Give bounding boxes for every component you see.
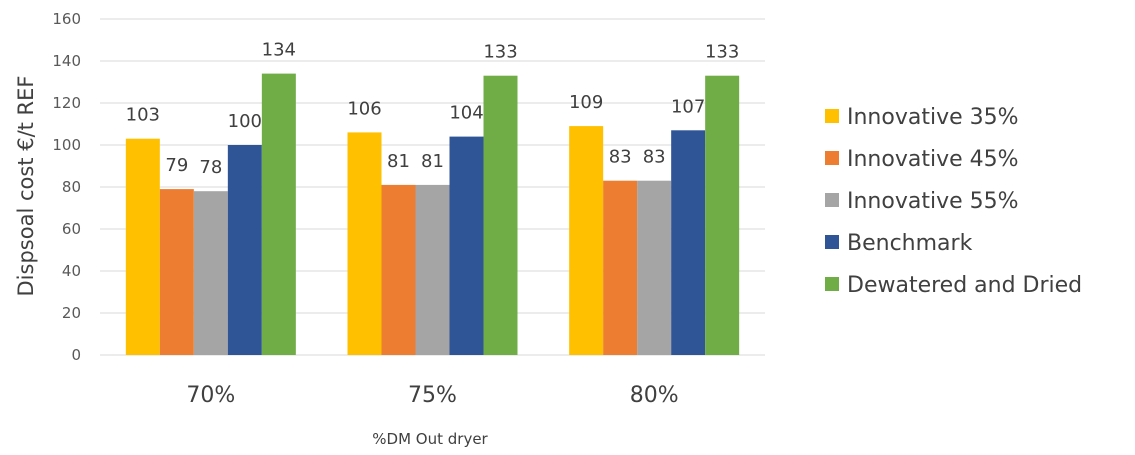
y-tick-label: 20 [62,304,81,322]
y-tick-label: 80 [62,178,81,196]
data-label: 133 [705,42,739,63]
data-label: 134 [262,40,296,61]
legend-label: Innovative 35% [847,105,1019,130]
legend-item: Innovative 55% [825,189,1019,214]
bar [416,185,450,355]
data-label: 109 [569,92,603,113]
bar [348,132,382,355]
bar [603,181,637,355]
x-axis-categories: 70% 75% 80% [186,383,678,408]
data-label: 78 [199,157,222,178]
legend-label: Innovative 45% [847,147,1019,172]
x-category-label: 70% [186,383,235,408]
legend-item: Benchmark [825,231,973,256]
data-label: 81 [421,151,444,172]
x-category-label: 80% [630,383,679,408]
bar [484,76,518,355]
legend-item: Dewatered and Dried [825,273,1082,298]
data-label: 104 [449,103,483,124]
y-tick-label: 120 [52,94,81,112]
data-label: 83 [609,147,632,168]
bar [228,145,262,355]
bar [126,139,160,355]
y-tick-label: 40 [62,262,81,280]
y-tick-label: 0 [71,346,81,364]
bar [160,189,194,355]
x-axis-title: %DM Out dryer [372,430,488,448]
legend-label: Benchmark [847,231,973,256]
legend-swatch [825,235,839,249]
data-label: 133 [483,42,517,63]
data-label: 107 [671,96,705,117]
x-category-label: 75% [408,383,457,408]
data-label: 106 [347,98,381,119]
data-label: 83 [643,147,666,168]
legend-label: Dewatered and Dried [847,273,1082,298]
data-label: 100 [228,111,262,132]
y-axis-title: Dispsoal cost €/t REF [14,76,38,297]
data-label: 103 [126,105,160,126]
y-tick-label: 140 [52,52,81,70]
legend-swatch [825,277,839,291]
bar [671,130,705,355]
bar [569,126,603,355]
legend-swatch [825,109,839,123]
y-tick-label: 60 [62,220,81,238]
data-label: 81 [387,151,410,172]
legend-item: Innovative 35% [825,105,1019,130]
bar [382,185,416,355]
bar [194,191,228,355]
legend-swatch [825,151,839,165]
bar [637,181,671,355]
data-labels: 103 79 78 100 134 106 81 81 104 133 109 83 83 107 133 [126,40,740,179]
y-tick-label: 100 [52,136,81,154]
y-tick-label: 160 [52,10,81,28]
legend-item: Innovative 45% [825,147,1019,172]
bar [450,137,484,355]
data-label: 79 [165,155,188,176]
legend: Innovative 35% Innovative 45% Innovative 5… [825,105,1082,298]
bars [126,74,739,355]
y-axis-ticks: 0 20 40 60 80 100 120 140 160 [52,10,81,364]
legend-swatch [825,193,839,207]
bar [262,74,296,355]
legend-label: Innovative 55% [847,189,1019,214]
bar [705,76,739,355]
